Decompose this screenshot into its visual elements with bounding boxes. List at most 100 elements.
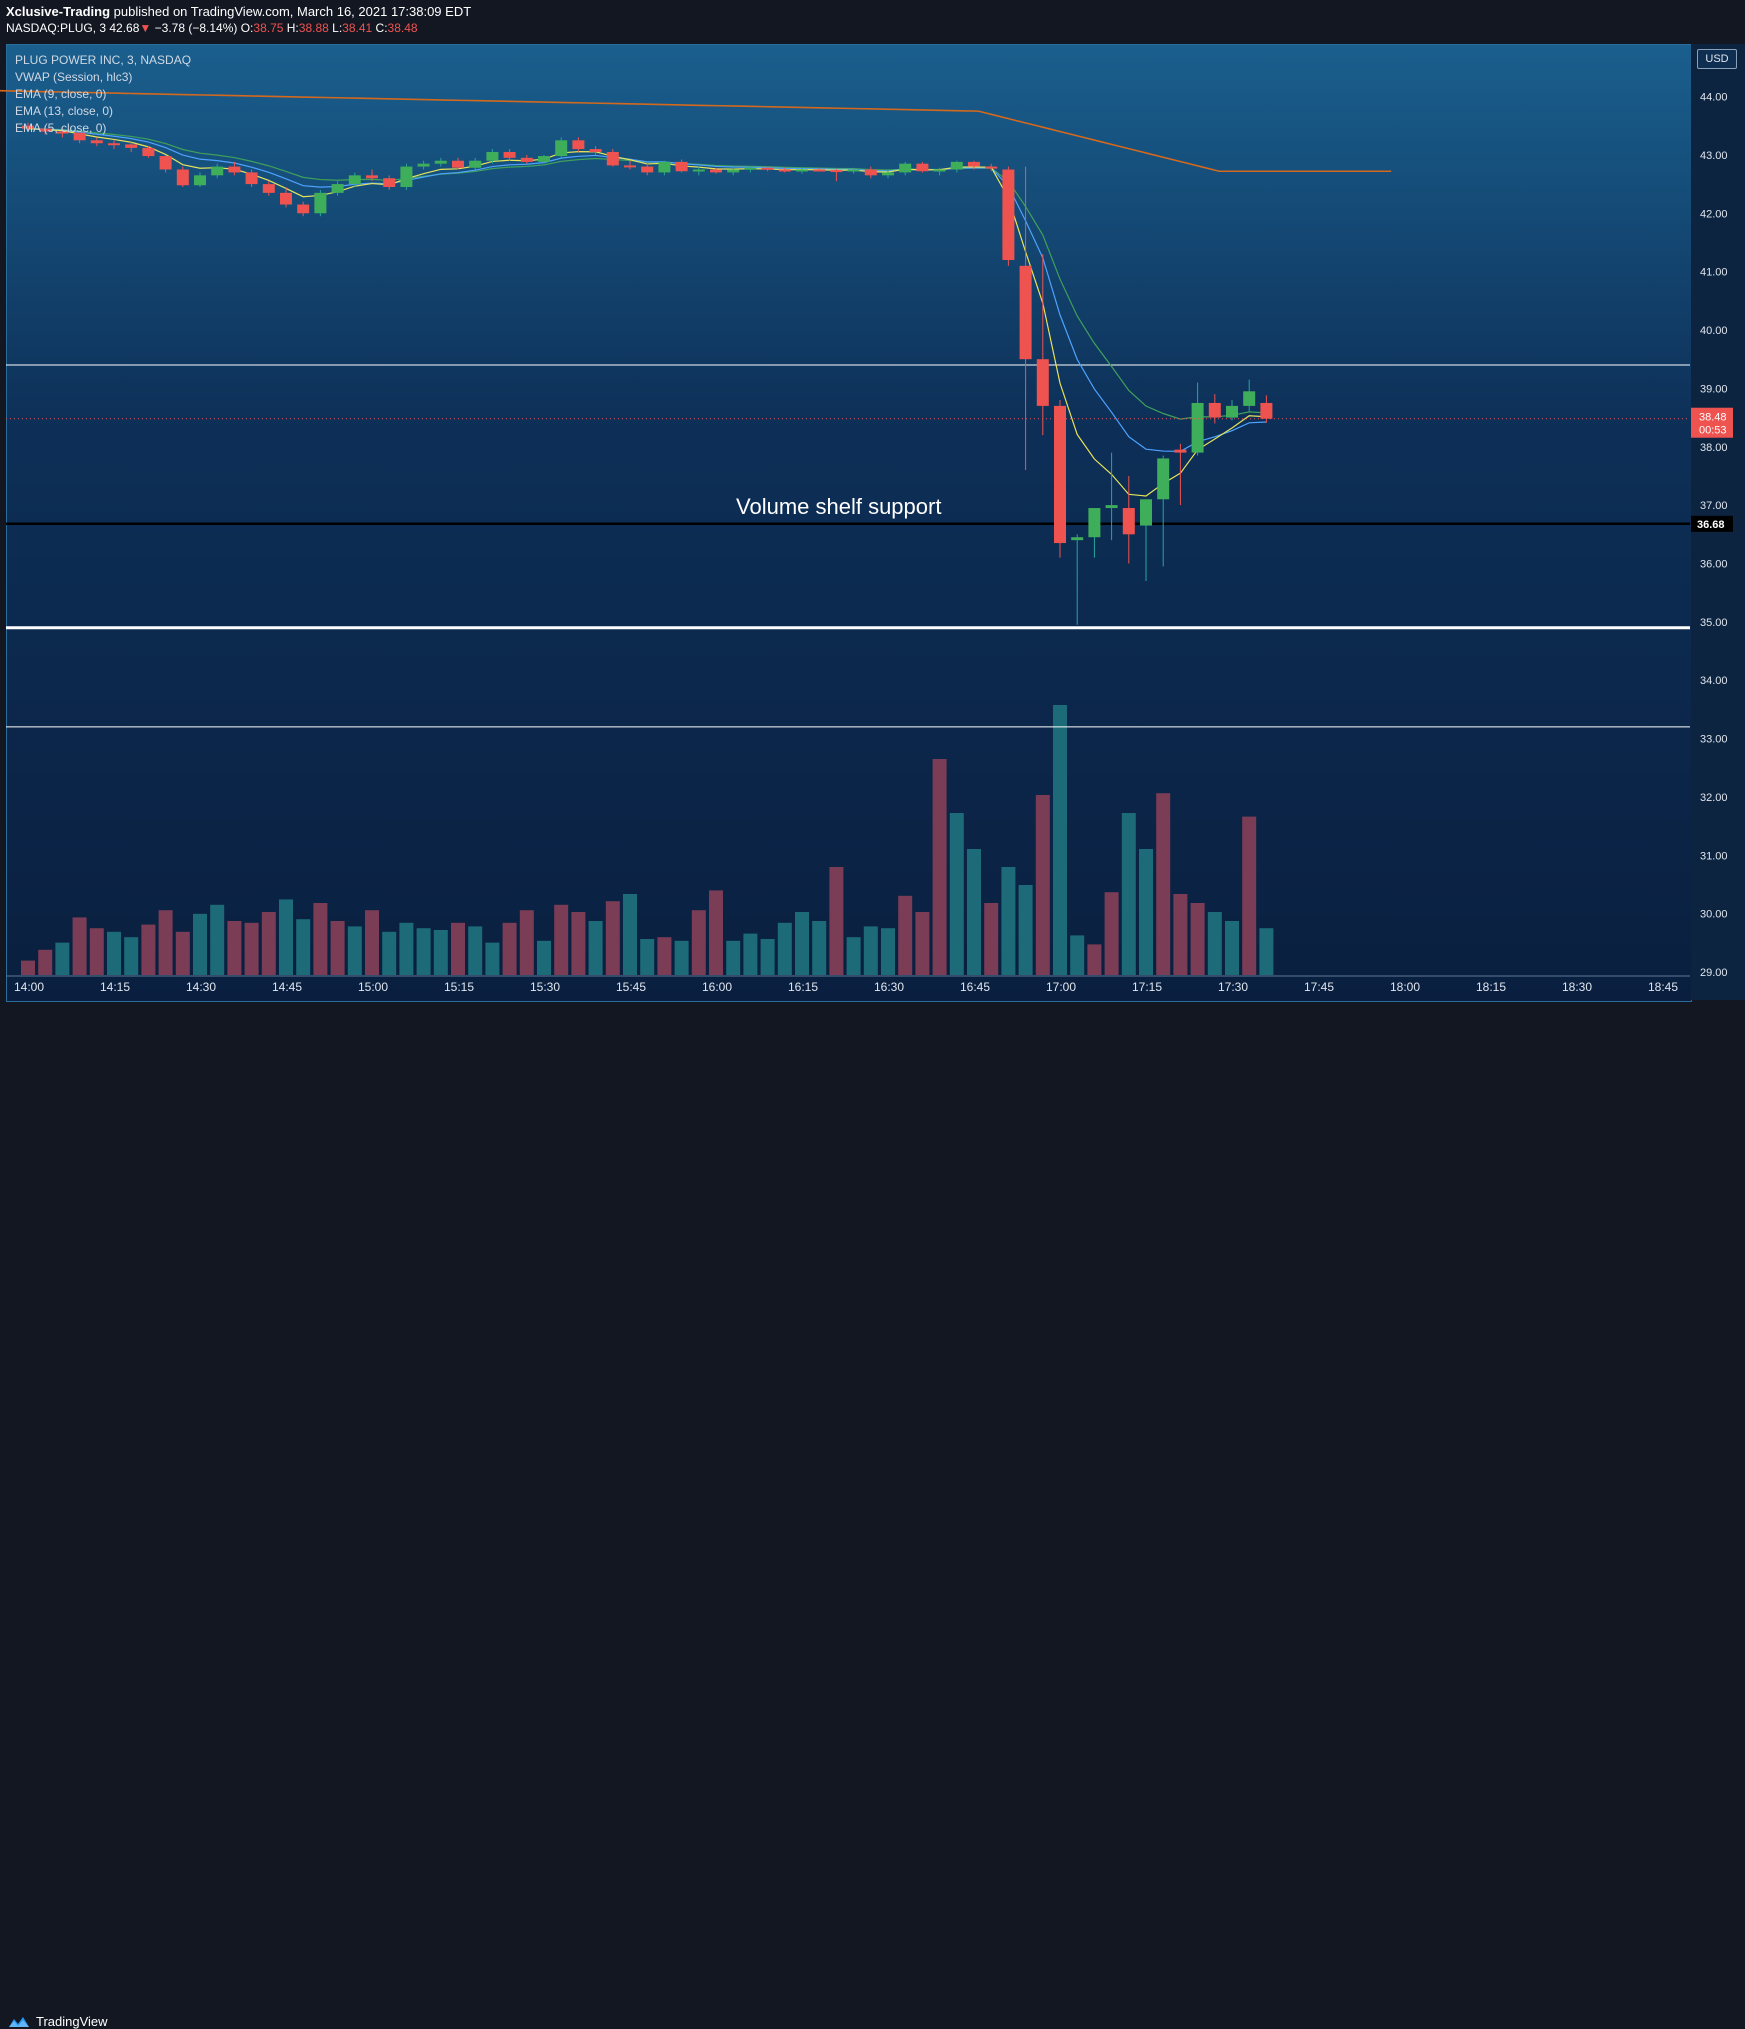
candle-body	[933, 169, 946, 172]
y-tick-label: 41.00	[1700, 267, 1728, 279]
current-price-tag	[1691, 407, 1733, 438]
x-tick-label: 14:30	[186, 980, 216, 994]
volume-bar	[175, 931, 190, 975]
candle-body	[348, 175, 361, 185]
y-tick-label: 33.00	[1700, 734, 1728, 746]
volume-bar	[1087, 944, 1102, 975]
candle-body	[314, 192, 327, 214]
candle-body	[985, 166, 998, 169]
candle-body	[882, 172, 894, 176]
candle-body	[228, 166, 241, 173]
candle-body	[383, 178, 396, 188]
close-label: C:	[375, 21, 388, 35]
open-value: 38.75	[253, 21, 284, 35]
volume-bar	[89, 928, 104, 975]
publish-header: Xclusive-Trading published on TradingVie…	[0, 0, 1745, 42]
volume-bar	[709, 890, 723, 975]
candle-body	[968, 161, 980, 167]
down-arrow-icon: ▼	[139, 21, 152, 35]
volume-bar	[1070, 935, 1085, 975]
tradingview-brand[interactable]: TradingView	[8, 2014, 108, 2029]
y-tick-label: 35.00	[1700, 617, 1728, 629]
volume-bar	[640, 939, 655, 975]
candle-body	[417, 163, 430, 167]
legend-vwap[interactable]: VWAP (Session, hlc3)	[15, 70, 133, 84]
volume-bar	[915, 912, 930, 975]
volume-bar	[691, 910, 706, 975]
volume-bar	[365, 910, 379, 975]
volume-bar	[124, 937, 139, 975]
countdown-label: 00:53	[1699, 425, 1727, 437]
volume-bar	[485, 942, 500, 975]
legend-ema9[interactable]: EMA (9, close, 0)	[15, 87, 107, 101]
x-tick-label: 14:15	[100, 980, 130, 994]
volume-bar	[760, 939, 775, 975]
volume-bar	[984, 903, 999, 975]
volume-shelf-annotation[interactable]: Volume shelf support	[736, 494, 942, 519]
x-tick-label: 18:45	[1648, 980, 1678, 994]
currency-button[interactable]: USD	[1697, 49, 1737, 69]
candle-body	[1019, 265, 1032, 360]
volume-bar	[863, 926, 878, 975]
x-tick-label: 15:30	[530, 980, 560, 994]
x-tick-label: 14:00	[14, 980, 44, 994]
legend-ema5[interactable]: EMA (5, close, 0)	[15, 121, 107, 135]
candle-body	[1122, 508, 1135, 535]
volume-bar	[227, 921, 242, 975]
candle-body	[245, 172, 258, 185]
candle-body	[400, 166, 413, 188]
y-tick-label: 29.00	[1700, 967, 1728, 979]
x-tick-label: 16:45	[960, 980, 990, 994]
brand-name: TradingView	[36, 2014, 108, 2029]
volume-bar	[554, 904, 569, 975]
candle-body	[469, 160, 482, 168]
candle-body	[813, 169, 826, 172]
x-tick-label: 17:15	[1132, 980, 1162, 994]
volume-bar	[743, 933, 758, 975]
volume-bar	[502, 922, 517, 975]
candle-body	[297, 204, 310, 214]
x-tick-label: 17:45	[1304, 980, 1334, 994]
volume-bar	[571, 912, 586, 975]
y-tick-label: 37.00	[1700, 500, 1728, 512]
volume-bar	[107, 931, 121, 975]
ema9-line	[27, 128, 1267, 452]
high-label: H:	[286, 21, 299, 35]
candle-body	[727, 169, 740, 173]
close-value: 38.48	[387, 21, 418, 35]
change-value: −3.78 (−8.14%)	[154, 21, 238, 35]
last-price: 42.68	[109, 21, 140, 35]
volume-bar	[829, 867, 844, 975]
volume-bar	[1207, 912, 1222, 975]
candle-body	[572, 140, 585, 150]
legend-ema13[interactable]: EMA (13, close, 0)	[15, 104, 114, 118]
price-chart[interactable]: 44.00 43.00 42.00 41.00 40.00 39.00 38.00 37.00…	[0, 0, 1745, 1003]
candle-body	[1157, 458, 1170, 500]
candle-body	[1226, 405, 1238, 418]
x-tick-label: 15:15	[444, 980, 474, 994]
volume-bar	[898, 895, 913, 975]
x-tick-label: 18:00	[1390, 980, 1420, 994]
author-name[interactable]: Xclusive-Trading	[6, 4, 111, 19]
candle-body	[606, 151, 619, 166]
candle-body	[1054, 405, 1066, 544]
y-tick-label: 32.00	[1700, 792, 1728, 804]
volume-bar	[38, 949, 53, 975]
volume-bar	[1173, 894, 1188, 975]
candle-body	[847, 169, 860, 172]
volume-bar	[416, 928, 431, 975]
indicator-legend: PLUG POWER INC, 3, NASDAQ VWAP (Session,…	[15, 52, 191, 137]
symbol-label: NASDAQ:PLUG, 3	[6, 21, 107, 35]
volume-bar	[244, 922, 259, 975]
candle-body	[1243, 391, 1256, 406]
y-tick-label: 44.00	[1700, 92, 1728, 104]
candle-body	[194, 175, 206, 186]
volume-bar	[623, 894, 637, 975]
volume-bar	[657, 937, 672, 975]
candle-body	[710, 169, 722, 173]
candle-body	[1071, 537, 1084, 541]
x-tick-label: 18:15	[1476, 980, 1506, 994]
volume-bar	[330, 921, 345, 975]
legend-title[interactable]: PLUG POWER INC, 3, NASDAQ	[15, 53, 192, 67]
candle-body	[211, 166, 224, 176]
